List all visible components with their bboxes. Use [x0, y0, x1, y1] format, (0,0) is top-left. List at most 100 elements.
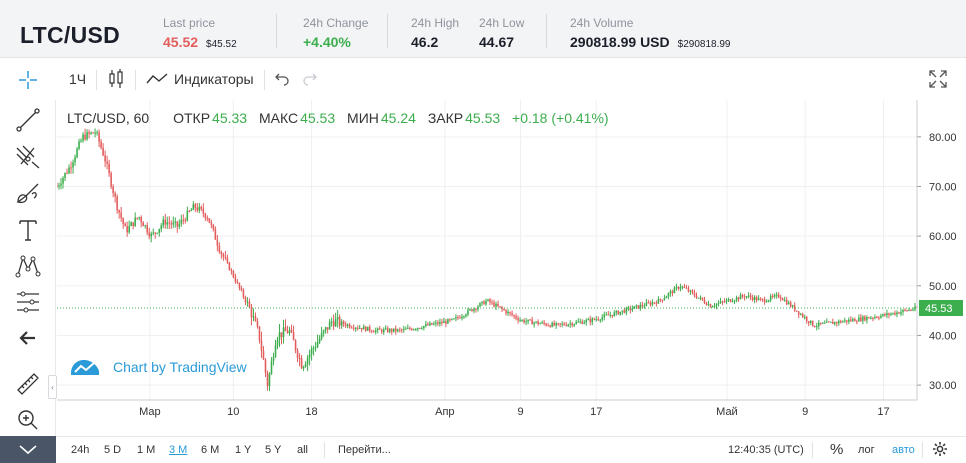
volume-value: 290818.99 USD: [570, 34, 670, 50]
auto-toggle[interactable]: авто: [892, 444, 915, 456]
candle-body: [150, 233, 153, 237]
candle-body: [779, 297, 782, 299]
indicators-button[interactable]: Индикаторы: [174, 71, 254, 87]
candle-body: [184, 219, 187, 221]
candle-body: [268, 373, 271, 386]
candle-body: [473, 308, 475, 312]
candle-body: [471, 309, 473, 312]
candle-body: [431, 323, 433, 325]
candle-body: [314, 347, 317, 349]
crosshair-tool-icon[interactable]: [16, 68, 40, 92]
candle-body: [288, 329, 291, 334]
candle-body: [621, 310, 624, 312]
candle-body: [88, 132, 90, 134]
x-tick-label: 9: [517, 406, 523, 418]
candles-icon[interactable]: [107, 68, 125, 95]
candle-body: [200, 206, 203, 209]
goto-date-button[interactable]: Перейти...: [338, 444, 391, 456]
candle-body: [316, 342, 319, 348]
candle-body: [832, 321, 834, 325]
candle-body: [403, 328, 405, 331]
log-toggle[interactable]: лог: [858, 444, 875, 456]
zoom-in-icon[interactable]: [14, 406, 42, 434]
candle-body: [204, 213, 207, 218]
candle-body: [645, 302, 648, 306]
high-stat: 24h High 46.2: [411, 16, 459, 52]
fullscreen-icon[interactable]: [929, 70, 947, 93]
tradingview-watermark[interactable]: Chart by TradingView: [69, 352, 247, 382]
candle-body: [767, 300, 770, 302]
candle-body: [663, 298, 666, 301]
candle-body: [503, 309, 505, 311]
candle-body: [615, 310, 618, 313]
range-all[interactable]: all: [297, 444, 309, 456]
collapse-toolbar-button[interactable]: ‹: [48, 375, 57, 399]
candle-body: [334, 319, 337, 327]
candle-body: [270, 361, 273, 374]
price-chart[interactable]: 30.00 40.00 50.00 60.00 70.00 80.00 Мар 10 18 Апр…: [56, 100, 966, 436]
candle-body: [583, 322, 586, 324]
range-6m[interactable]: 6 M: [201, 444, 220, 456]
low-stat: 24h Low 44.67: [479, 16, 524, 52]
candle-body: [455, 317, 457, 319]
candle-body: [483, 301, 485, 305]
candle-body: [208, 218, 211, 223]
candle-body: [475, 308, 477, 310]
candle-body: [423, 326, 425, 329]
candle-body: [218, 245, 221, 253]
candle-body: [541, 322, 543, 324]
brush-icon[interactable]: [14, 180, 42, 208]
candle-body: [699, 297, 702, 299]
y-tick-label: 60.00: [929, 231, 957, 243]
arrow-left-icon[interactable]: [14, 324, 42, 352]
candle-body: [627, 307, 630, 309]
candle-body: [278, 332, 281, 340]
range-5y[interactable]: 5 Y: [265, 444, 282, 456]
candle-body: [134, 217, 136, 226]
chevron-down-icon[interactable]: [0, 436, 56, 463]
candle-body: [834, 322, 836, 325]
candle-body: [144, 225, 147, 227]
candle-body: [717, 302, 720, 304]
candle-body: [761, 298, 764, 300]
candle-body: [398, 329, 401, 331]
range-1y[interactable]: 1 Y: [235, 444, 252, 456]
redo-icon[interactable]: [302, 71, 318, 92]
candle-body: [407, 327, 409, 329]
candle-body: [350, 327, 353, 329]
pattern-icon[interactable]: [14, 252, 42, 280]
interval-selector[interactable]: 1Ч: [69, 71, 87, 87]
trend-line-icon[interactable]: [14, 106, 42, 134]
candle-body: [573, 323, 576, 326]
candle-body: [729, 299, 732, 302]
range-24h[interactable]: 24h: [71, 444, 90, 456]
candle-body: [571, 323, 573, 326]
ruler-icon[interactable]: [14, 370, 42, 398]
candle-body: [866, 317, 868, 321]
range-5d[interactable]: 5 D: [104, 444, 122, 456]
candle-body: [727, 299, 730, 301]
candle-body: [735, 297, 738, 301]
indicators-icon[interactable]: [146, 72, 168, 91]
candle-body: [607, 314, 610, 316]
undo-icon[interactable]: [274, 71, 290, 92]
candle-body: [880, 315, 882, 318]
chart-canvas[interactable]: 30.00 40.00 50.00 60.00 70.00 80.00 Мар 10 18 Апр…: [56, 100, 966, 436]
range-3m[interactable]: 3 M: [169, 444, 188, 456]
settings-gear-icon[interactable]: [932, 441, 948, 460]
x-tick-label: Май: [716, 406, 738, 418]
range-1m[interactable]: 1 M: [137, 444, 156, 456]
candle-body: [236, 281, 239, 283]
fib-retracement-icon[interactable]: [14, 288, 42, 316]
volume-label: 24h Volume: [570, 16, 634, 30]
text-tool-icon[interactable]: [14, 216, 42, 244]
candle-body: [844, 320, 846, 322]
candle-body: [813, 326, 816, 328]
candle-body: [777, 294, 780, 298]
candle-body: [719, 301, 722, 303]
grid: [57, 100, 917, 400]
candle-body: [98, 132, 100, 142]
candle-body: [535, 321, 537, 323]
percent-toggle[interactable]: %: [830, 441, 844, 458]
pitchfork-icon[interactable]: [14, 142, 42, 170]
